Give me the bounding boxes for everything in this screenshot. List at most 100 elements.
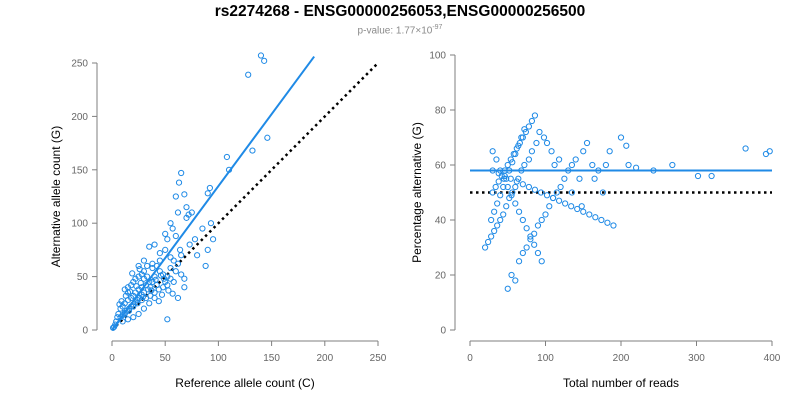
data-point [625,161,632,169]
x-tick-label: 100 [537,353,554,364]
data-point [482,244,489,251]
data-point [543,192,551,199]
data-point [488,216,495,224]
data-point [121,286,128,293]
data-point [178,169,185,177]
data-point [583,139,591,147]
data-point [151,241,158,248]
data-point [488,233,495,240]
data-point [497,216,504,224]
data-point [518,134,525,141]
data-point [152,276,159,283]
data-point [117,305,124,312]
data-point [503,203,510,210]
data-point [209,236,217,243]
data-point [534,249,542,257]
data-point [694,172,702,180]
data-point [576,175,583,182]
data-point [568,203,575,210]
data-point [519,249,526,257]
data-point [572,156,579,163]
y-axis-title: Percentage alternative (G) [410,122,424,263]
data-point [489,148,496,155]
data-point [501,172,508,180]
data-point [500,175,508,182]
data-point [140,305,148,312]
x-axis-title: Total number of reads [563,376,679,390]
data-point [543,139,551,147]
data-point [525,183,532,191]
data-point [138,296,145,304]
y-tick-label: 100 [71,219,88,230]
data-point [155,286,162,293]
x-tick-label: 250 [370,353,387,364]
data-point [580,148,587,155]
data-point [531,112,539,119]
y-axis-title: Alternative allele count (G) [49,126,63,267]
data-point [149,264,156,272]
data-point [504,161,511,169]
data-point [135,262,142,270]
data-point [500,183,507,191]
y-tick-label: 200 [71,112,88,123]
y-tick-label: 60 [435,161,447,172]
x-axis-title: Reference allele count (C) [175,376,314,390]
data-point [178,271,185,278]
x-tick-label: 300 [688,353,705,364]
data-point [527,233,534,240]
data-point [538,216,545,224]
data-point [513,178,520,185]
data-point [602,161,610,169]
data-point [555,197,563,204]
data-point [172,268,179,275]
data-point [176,246,184,253]
data-point [578,203,585,210]
data-point [489,189,496,196]
data-point [133,283,140,290]
data-point [551,161,558,169]
y-tick-label: 20 [435,271,447,282]
data-point [183,204,190,211]
data-point [174,294,182,302]
data-point [206,184,213,192]
left-panel: 0 50 100 150 200 250 0 50 100 150 200 250 Reference … [49,52,387,390]
data-point [146,300,153,307]
data-point [186,241,193,248]
data-point [523,225,530,232]
data-point [134,300,141,307]
data-point [561,175,568,182]
data-point [525,156,532,163]
right-panel: 0 100 200 300 400 0 20 40 60 80 100 Total number of… [410,51,781,391]
data-point [129,270,136,277]
data-point [528,148,536,155]
data-point [528,117,536,125]
data-point [508,192,515,199]
data-point [542,211,549,218]
data-point [497,192,504,199]
data-point [533,139,540,147]
data-point [139,293,146,300]
data-point [161,275,168,282]
data-point [181,275,188,282]
data-point [598,216,605,224]
data-point [538,258,545,265]
data-point [148,287,155,294]
data-point [512,150,519,158]
data-point [130,303,137,310]
data-point [119,318,126,325]
data-point [172,232,179,240]
y-tick-label: 40 [435,216,447,227]
data-point [130,314,137,321]
data-point [149,260,156,267]
data-point [591,175,598,182]
data-point [553,189,560,196]
data-point [540,134,548,141]
data-point [151,294,158,302]
data-point [122,292,129,299]
data-point [223,153,231,161]
data-point [164,316,171,323]
data-point [191,236,199,243]
data-point [264,134,271,141]
data-point [172,193,179,200]
